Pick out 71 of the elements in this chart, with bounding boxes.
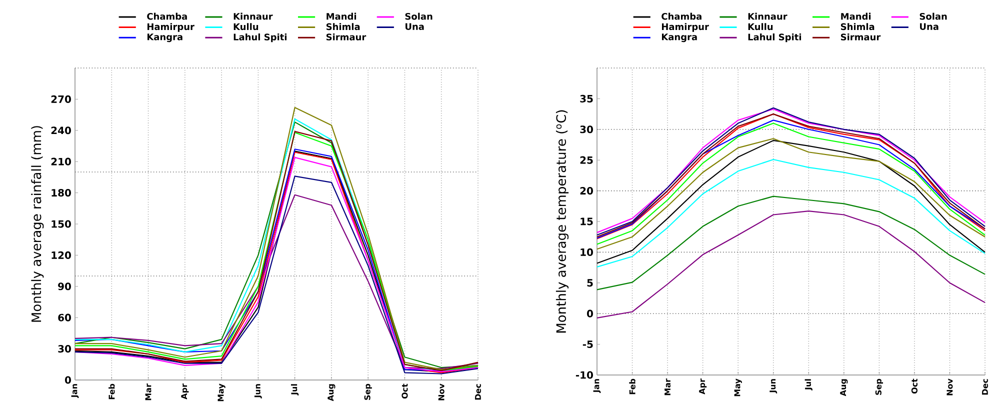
y-tick-label: 210 bbox=[51, 158, 71, 166]
y-tick-label: 150 bbox=[52, 220, 71, 228]
y-tick-label: 30 bbox=[58, 345, 71, 353]
legend-label: Lahul Spiti bbox=[234, 33, 287, 42]
x-tick-label: Jul bbox=[290, 384, 299, 396]
y-tick-label: 240 bbox=[51, 126, 71, 134]
y-tick-label: 30 bbox=[580, 126, 593, 134]
y-tick-label: -5 bbox=[582, 340, 593, 348]
legend-label: Kangra bbox=[147, 34, 182, 42]
legend-label: Shimla bbox=[840, 23, 874, 30]
y-tick-label: 120 bbox=[52, 251, 71, 259]
x-tick-label: Oct bbox=[402, 384, 408, 399]
legend-label: Mandi bbox=[326, 12, 356, 20]
legend-label: Kinnaur bbox=[234, 12, 273, 20]
x-tick-label: Jul bbox=[804, 379, 812, 390]
x-tick-label: Feb bbox=[629, 378, 636, 394]
x-tick-label: May bbox=[734, 378, 742, 396]
x-tick-label: Oct bbox=[911, 378, 918, 394]
x-tick-label: Jan bbox=[593, 379, 601, 394]
x-tick-label: Dec bbox=[475, 384, 481, 400]
x-tick-label: Aug bbox=[328, 384, 336, 402]
legend-label: Solan bbox=[405, 12, 432, 20]
legend-label: Chamba bbox=[662, 12, 702, 20]
legend-label: Una bbox=[920, 23, 938, 30]
y-tick-label: 90 bbox=[58, 282, 71, 290]
legend-label: Lahul Spiti bbox=[748, 33, 802, 42]
line-series bbox=[596, 196, 986, 290]
legend-label: Kullu bbox=[234, 23, 258, 30]
x-tick-label: Mar bbox=[664, 378, 671, 396]
x-tick-label: Apr bbox=[699, 378, 707, 394]
legend-label: Kangra bbox=[662, 34, 697, 42]
x-tick-label: Sep bbox=[875, 378, 883, 395]
legend-label: Mandi bbox=[841, 12, 871, 20]
y-tick-label: 0 bbox=[587, 310, 593, 318]
x-tick-label: Dec bbox=[982, 379, 988, 395]
legend-label: Kullu bbox=[748, 23, 773, 30]
y-axis-title: Monthly average rainfall (mm) bbox=[31, 126, 44, 322]
legend-label: Sirmaur bbox=[840, 33, 881, 40]
y-tick-label: 270 bbox=[51, 95, 71, 103]
x-tick-label: Jun bbox=[254, 384, 262, 398]
y-tick-label: 15 bbox=[580, 218, 593, 226]
x-tick-label: Mar bbox=[145, 384, 152, 400]
y-axis-title: Monthly average temperature ($^{o}$C) bbox=[556, 110, 569, 333]
y-tick-label: 20 bbox=[580, 187, 593, 195]
y-tick-label: 0 bbox=[65, 376, 71, 384]
y-tick-label: 60 bbox=[58, 314, 71, 322]
legend-label: Sirmaur bbox=[326, 33, 366, 40]
y-tick-label: 25 bbox=[580, 156, 593, 164]
x-tick-label: Nov bbox=[438, 384, 444, 400]
x-tick-label: Apr bbox=[181, 384, 189, 400]
y-tick-label: 5 bbox=[587, 279, 593, 287]
x-tick-label: Nov bbox=[946, 378, 953, 396]
legend-label: Hamirpur bbox=[147, 23, 194, 32]
y-tick-label: 35 bbox=[580, 94, 593, 102]
line-series bbox=[596, 210, 986, 318]
legend-label: Una bbox=[406, 23, 424, 30]
x-tick-label: Jan bbox=[71, 384, 79, 398]
line-series bbox=[596, 158, 986, 268]
x-tick-label: May bbox=[218, 384, 226, 402]
y-tick-label: 10 bbox=[580, 248, 593, 256]
x-tick-label: Feb bbox=[108, 384, 115, 400]
legend-label: Solan bbox=[920, 12, 947, 20]
legend-label: Shimla bbox=[326, 23, 360, 30]
x-tick-label: Aug bbox=[840, 379, 848, 396]
y-tick-label: -10 bbox=[576, 371, 593, 379]
legend-label: Chamba bbox=[147, 12, 187, 20]
legend-label: Hamirpur bbox=[662, 23, 709, 32]
legend-label: Kinnaur bbox=[748, 12, 788, 20]
x-tick-label: Jun bbox=[770, 379, 778, 394]
y-tick-label: 180 bbox=[52, 189, 71, 197]
x-tick-label: Sep bbox=[364, 384, 372, 400]
